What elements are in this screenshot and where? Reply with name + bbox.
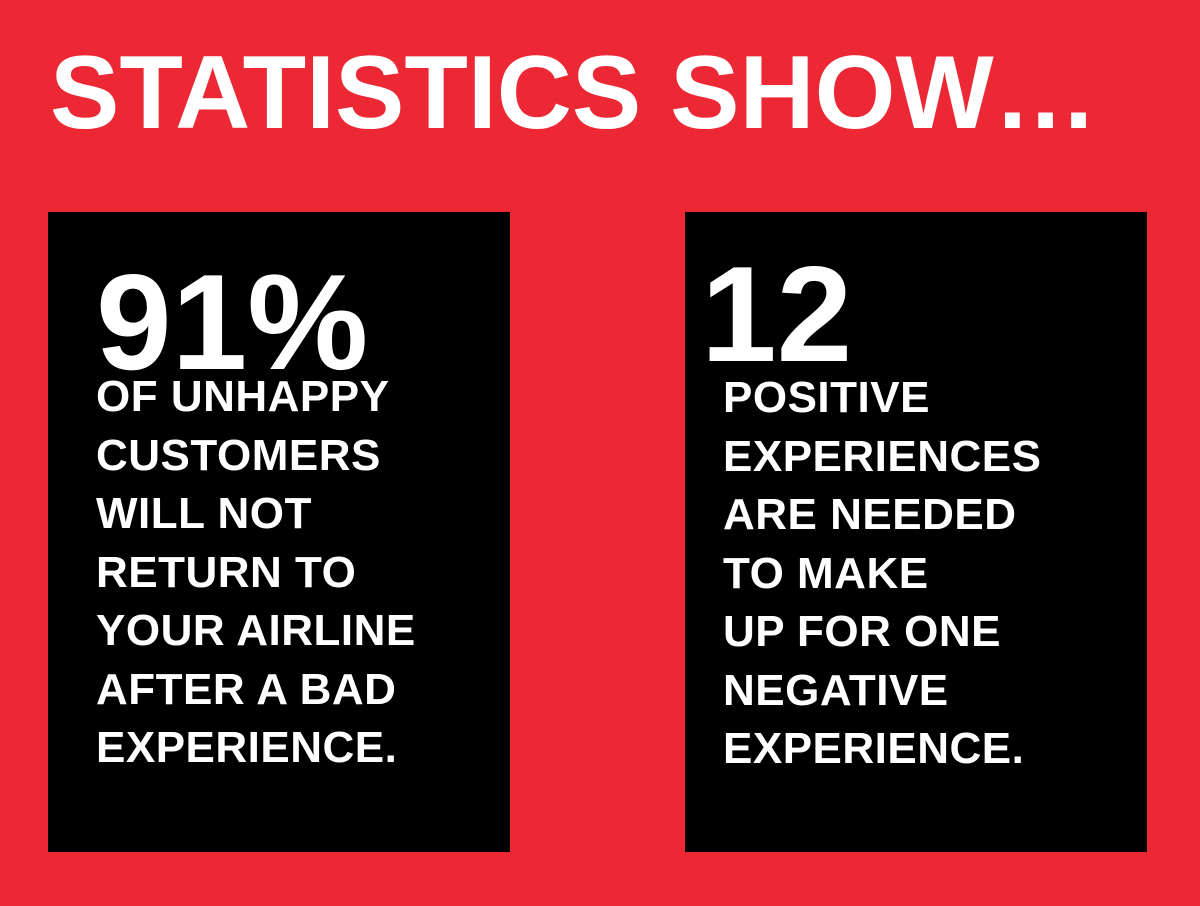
headline: STATISTICS SHOW… [50, 35, 1098, 151]
description-line: EXPERIENCE. [723, 724, 1025, 773]
description-line: TO MAKE [723, 548, 929, 598]
stat-card-unhappy-customers: 91% OF UNHAPPY CUSTOMERS WILL NOT RETURN… [48, 212, 510, 852]
description-line: AFTER A BAD [96, 664, 397, 714]
description-line: YOUR AIRLINE [96, 606, 416, 655]
stat-value: 12 [701, 238, 853, 390]
description-line: UP FOR ONE [723, 607, 1002, 656]
description-line: POSITIVE [723, 373, 930, 422]
stat-value: 91% [96, 246, 369, 398]
stat-card-positive-experiences: 12 POSITIVE EXPERIENCES ARE NEEDED TO MA… [685, 212, 1147, 852]
description-line: NEGATIVE [723, 665, 949, 715]
stat-description: POSITIVE EXPERIENCES ARE NEEDED TO MAKE … [723, 369, 1041, 779]
description-line: CUSTOMERS [96, 430, 381, 480]
description-line: WILL NOT [96, 489, 312, 538]
description-line: RETURN TO [96, 547, 357, 597]
description-line: OF UNHAPPY [96, 372, 390, 421]
description-line: EXPERIENCES [723, 431, 1042, 481]
stat-description: OF UNHAPPY CUSTOMERS WILL NOT RETURN TO … [96, 368, 416, 778]
description-line: ARE NEEDED [723, 490, 1017, 539]
description-line: EXPERIENCE. [96, 723, 398, 772]
